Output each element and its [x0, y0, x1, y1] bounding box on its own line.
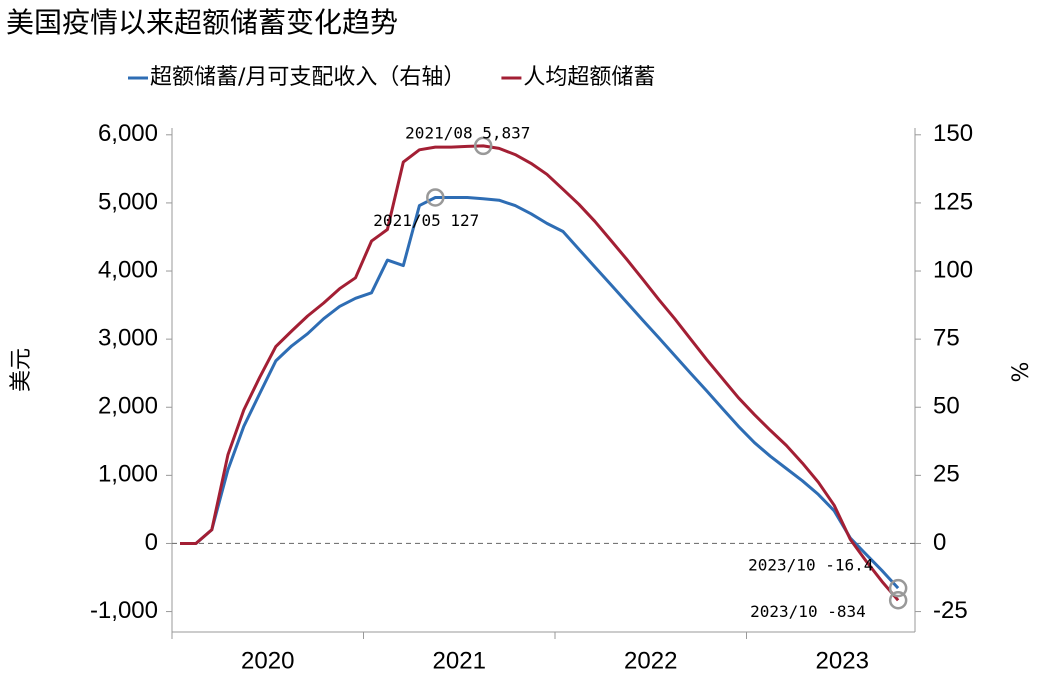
annotation-marker [888, 591, 908, 610]
annotation-marker [473, 136, 493, 156]
y-tick-label: 1,000 [98, 461, 158, 488]
x-tick-label: 2022 [624, 647, 677, 674]
y-tick-label: 5,000 [98, 188, 158, 215]
y2-tick-label: 100 [933, 256, 973, 283]
y-tick-label: 2,000 [98, 393, 158, 420]
annotation-marker [888, 578, 908, 598]
annotation: 2021/05 127 [373, 211, 479, 230]
y-tick-label: 3,000 [98, 324, 158, 351]
y2-tick-label: 75 [933, 324, 960, 351]
y-tick-label: 4,000 [98, 256, 158, 283]
y-axis-label: 美元 [9, 348, 34, 392]
annotation: 2023/10 -834 [750, 602, 866, 621]
annotation-marker [426, 188, 445, 207]
y2-tick-label: 125 [933, 188, 973, 215]
y2-tick-label: 0 [933, 529, 946, 556]
x-tick-label: 2021 [433, 647, 486, 674]
x-tick-label: 2023 [816, 647, 869, 674]
y-tick-label: 6,000 [98, 120, 158, 147]
x-tick-label: 2020 [241, 647, 294, 674]
y-tick-label: 0 [145, 529, 158, 556]
y-tick-label: -1,000 [90, 597, 158, 624]
y2-tick-label: 150 [933, 120, 973, 147]
chart-title: 美国疫情以来超额储蓄变化趋势 [6, 6, 398, 39]
y2-tick-label: 25 [933, 461, 960, 488]
series-line [180, 196, 900, 590]
y2-tick-label: 50 [933, 393, 960, 420]
legend-label: 人均超额储蓄 [523, 65, 655, 90]
series-line [180, 144, 900, 602]
y2-axis-label: % [1009, 362, 1034, 383]
annotation: 2023/10 -16.4 [748, 556, 873, 575]
legend-label: 超额储蓄/月可支配收入（右轴） [150, 65, 465, 90]
annotation: 2021/08 5,837 [405, 123, 530, 142]
y2-tick-label: -25 [933, 597, 968, 624]
